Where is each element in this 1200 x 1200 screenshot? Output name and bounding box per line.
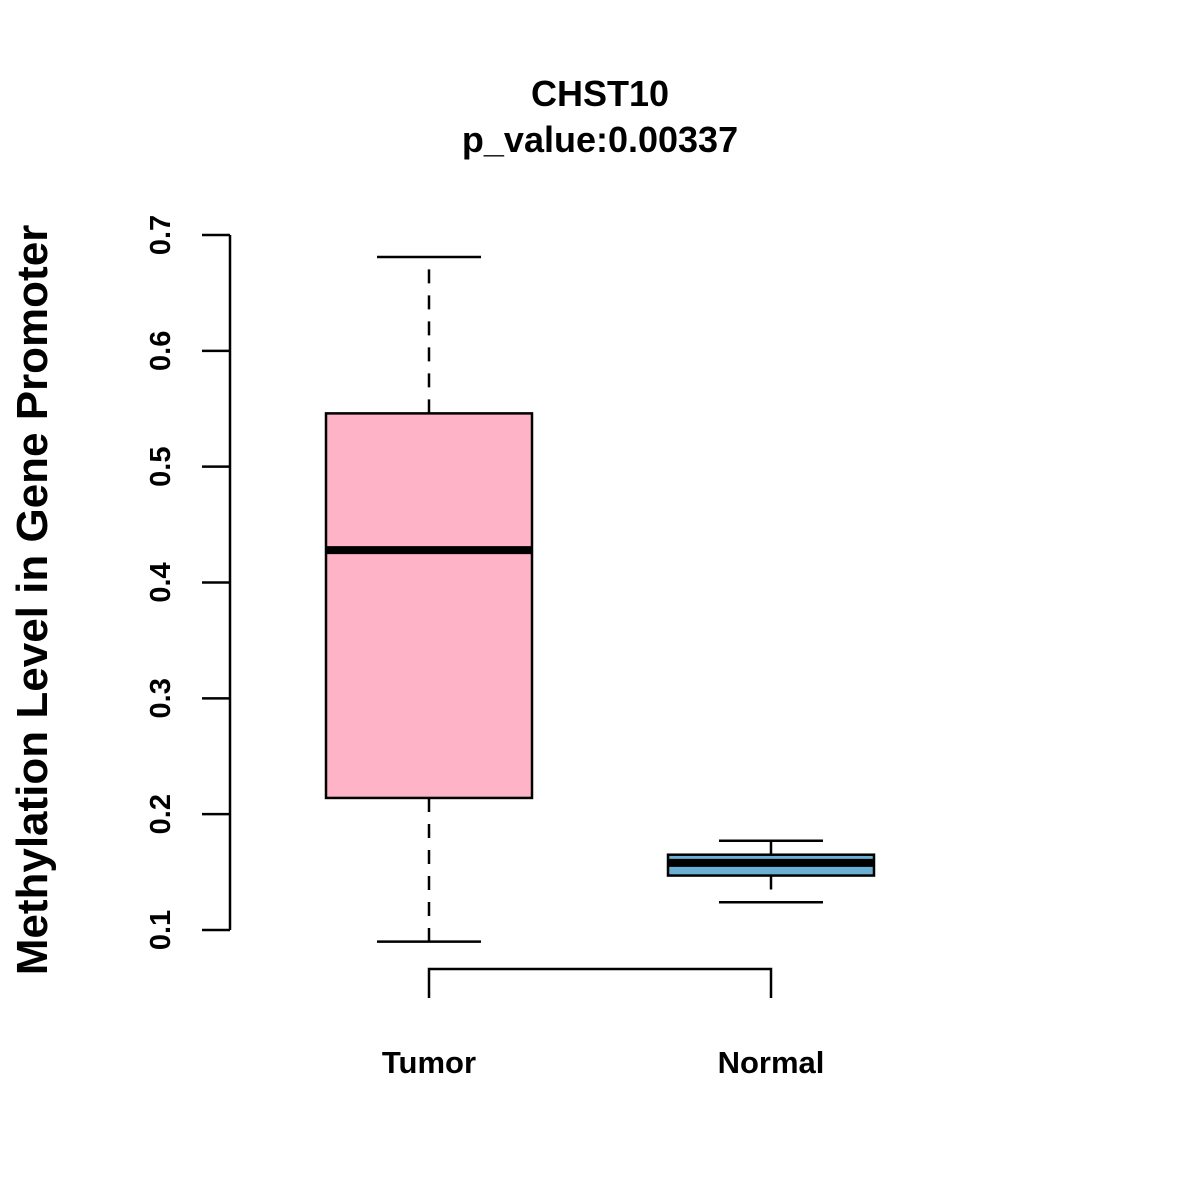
y-tick-label: 0.2 [145, 794, 177, 834]
chart-title: CHST10 [531, 73, 669, 114]
y-tick-label: 0.7 [145, 215, 177, 255]
box-group [324, 255, 876, 943]
x-tick-label: Tumor [382, 1045, 476, 1080]
y-tick-label: 0.5 [145, 447, 177, 487]
bracket-line [427, 967, 773, 998]
y-tick-label: 0.1 [145, 910, 177, 950]
x-axis-labels: Tumor Normal [382, 1045, 824, 1080]
y-tick-label: 0.4 [145, 562, 177, 602]
y-axis: 0.1 0.2 0.3 0.4 0.5 0.6 0.7 [145, 215, 232, 950]
iqr-box [324, 412, 534, 800]
chart-subtitle: p_value:0.00337 [462, 119, 738, 160]
y-tick-label: 0.6 [145, 331, 177, 371]
box-normal [666, 839, 876, 904]
comparison-bracket [427, 967, 773, 998]
y-tick-label: 0.3 [145, 678, 177, 718]
x-tick-label: Normal [718, 1045, 825, 1080]
box-tumor [324, 255, 534, 943]
y-axis-label: Methylation Level in Gene Promoter [8, 225, 57, 976]
